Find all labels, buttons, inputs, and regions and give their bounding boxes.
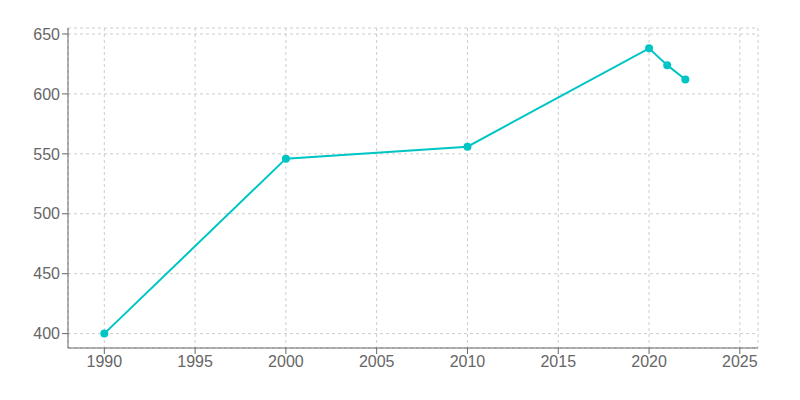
svg-text:450: 450 [33, 265, 60, 282]
svg-text:500: 500 [33, 205, 60, 222]
svg-text:2005: 2005 [359, 353, 395, 370]
svg-text:1995: 1995 [177, 353, 213, 370]
svg-text:550: 550 [33, 146, 60, 163]
svg-text:2025: 2025 [722, 353, 758, 370]
svg-text:2000: 2000 [268, 353, 304, 370]
svg-text:650: 650 [33, 26, 60, 43]
svg-text:2010: 2010 [450, 353, 486, 370]
svg-text:600: 600 [33, 86, 60, 103]
svg-text:2020: 2020 [631, 353, 667, 370]
svg-text:1990: 1990 [87, 353, 123, 370]
svg-text:2015: 2015 [540, 353, 576, 370]
svg-text:400: 400 [33, 325, 60, 342]
